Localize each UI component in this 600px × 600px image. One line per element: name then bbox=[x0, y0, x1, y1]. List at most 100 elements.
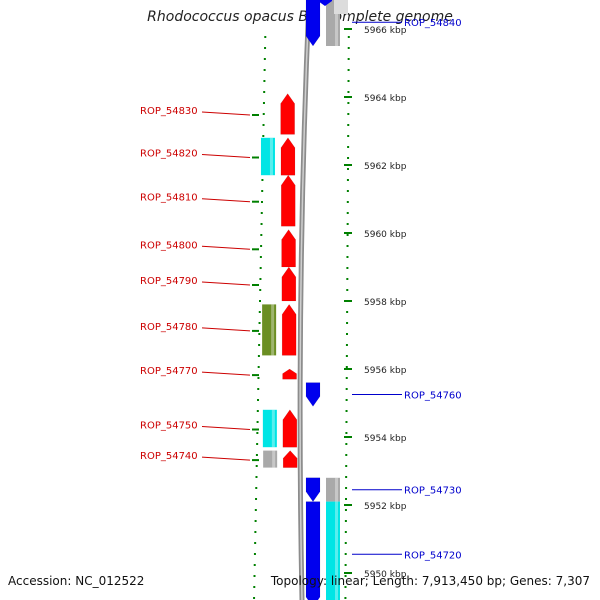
gene-arrow bbox=[282, 450, 298, 468]
leader-line bbox=[201, 371, 251, 376]
guide-dot-left bbox=[257, 388, 260, 390]
gene-tick bbox=[252, 459, 259, 462]
guide-dot-left bbox=[260, 223, 263, 225]
guide-dot-right bbox=[344, 553, 347, 555]
scale-tick bbox=[344, 96, 352, 98]
scale-label: 5958 kbp bbox=[364, 298, 407, 308]
guide-dot-left bbox=[258, 322, 261, 324]
guide-dot-right bbox=[346, 179, 349, 181]
leader-line bbox=[201, 456, 251, 461]
guide-dot-right bbox=[347, 157, 350, 159]
feature-block-shine bbox=[271, 304, 275, 356]
guide-dot-right bbox=[345, 432, 348, 434]
guide-dot-right bbox=[346, 212, 349, 214]
gene-arrow bbox=[281, 229, 296, 268]
guide-dot-left bbox=[261, 190, 264, 192]
scale-tick bbox=[344, 232, 352, 234]
gene-label: ROP_54730 bbox=[404, 486, 462, 497]
guide-dot-left bbox=[259, 289, 262, 291]
guide-dot-left bbox=[258, 311, 261, 313]
gene-arrow-partial bbox=[318, 0, 332, 6]
guide-dot-left bbox=[255, 465, 258, 467]
feature-block-shine bbox=[271, 409, 275, 448]
feature-block-shine bbox=[272, 450, 276, 468]
guide-dot-right bbox=[347, 135, 350, 137]
gene-arrow bbox=[282, 409, 298, 448]
guide-dot-right bbox=[346, 256, 349, 258]
scale-tick bbox=[344, 28, 352, 30]
scale-tick bbox=[344, 164, 352, 166]
gene-tick bbox=[252, 428, 259, 431]
guide-dot-right bbox=[346, 234, 349, 236]
guide-dot-left bbox=[262, 135, 265, 137]
guide-dot-left bbox=[254, 531, 257, 533]
gene-arrow bbox=[280, 93, 295, 135]
guide-dot-left bbox=[257, 366, 260, 368]
gene-arrow bbox=[305, 477, 321, 503]
guide-dot-right bbox=[346, 190, 349, 192]
scale-tick bbox=[344, 572, 352, 574]
gene-label: ROP_54810 bbox=[140, 193, 198, 204]
gene-label: ROP_54770 bbox=[140, 366, 198, 377]
feature-block-shine bbox=[335, 477, 338, 502]
scale-label: 5964 kbp bbox=[364, 94, 407, 104]
guide-dot-left bbox=[259, 256, 262, 258]
gene-tick bbox=[252, 156, 259, 159]
guide-dot-right bbox=[347, 146, 350, 148]
gene-tick bbox=[252, 374, 259, 377]
guide-dot-right bbox=[344, 575, 347, 577]
feature-block-olive bbox=[262, 304, 277, 356]
guide-dot-right bbox=[345, 377, 348, 379]
scale-label: 5950 kbp bbox=[364, 570, 407, 580]
guide-dot-right bbox=[346, 201, 349, 203]
guide-dot-right bbox=[344, 542, 347, 544]
gene-label: ROP_54830 bbox=[140, 106, 198, 117]
guide-dot-right bbox=[347, 69, 350, 71]
guide-dot-left bbox=[263, 69, 266, 71]
gene-label: ROP_54740 bbox=[140, 451, 198, 462]
guide-dot-left bbox=[264, 47, 267, 49]
feature-block-shine bbox=[335, 0, 338, 46]
guide-dot-left bbox=[255, 498, 258, 500]
guide-dot-right bbox=[345, 476, 348, 478]
guide-dot-left bbox=[258, 333, 261, 335]
guide-dot-left bbox=[255, 476, 258, 478]
guide-dot-left bbox=[254, 509, 257, 511]
guide-dot-left bbox=[253, 575, 256, 577]
gene-arrow bbox=[281, 266, 297, 302]
guide-dot-right bbox=[347, 47, 350, 49]
gene-arrow bbox=[282, 368, 297, 380]
guide-dot-right bbox=[346, 322, 349, 324]
topology-label: Topology: linear; Length: 7,913,450 bp; … bbox=[270, 574, 590, 588]
guide-dot-right bbox=[347, 58, 350, 60]
guide-dot-left bbox=[255, 487, 258, 489]
scale-label: 5960 kbp bbox=[364, 230, 407, 240]
leader-line bbox=[201, 245, 251, 250]
guide-dot-right bbox=[346, 289, 349, 291]
guide-dot-right bbox=[345, 421, 348, 423]
guide-dot-right bbox=[346, 333, 349, 335]
guide-dot-right bbox=[346, 245, 349, 247]
guide-dot-left bbox=[254, 542, 257, 544]
gene-arrow bbox=[305, 501, 321, 600]
gene-tick bbox=[252, 114, 259, 116]
guide-dot-right bbox=[344, 564, 347, 566]
guide-dot-right bbox=[344, 509, 347, 511]
guide-dot-right bbox=[347, 80, 350, 82]
guide-dot-right bbox=[346, 278, 349, 280]
guide-dot-right bbox=[347, 124, 350, 126]
guide-dot-left bbox=[260, 212, 263, 214]
genome-backbone-highlight bbox=[299, 0, 310, 600]
guide-dot-left bbox=[262, 102, 265, 104]
genome-title: Rhodococcus opacus B4, complete genome bbox=[147, 9, 453, 25]
guide-dot-right bbox=[346, 223, 349, 225]
feature-block-cyan bbox=[262, 409, 277, 448]
scale-tick bbox=[344, 436, 352, 438]
leader-line bbox=[201, 327, 251, 332]
scale-label: 5962 kbp bbox=[364, 162, 407, 172]
guide-dot-right bbox=[345, 366, 348, 368]
feature-block-gray bbox=[326, 477, 340, 502]
guide-dot-right bbox=[345, 454, 348, 456]
guide-dot-left bbox=[260, 245, 263, 247]
